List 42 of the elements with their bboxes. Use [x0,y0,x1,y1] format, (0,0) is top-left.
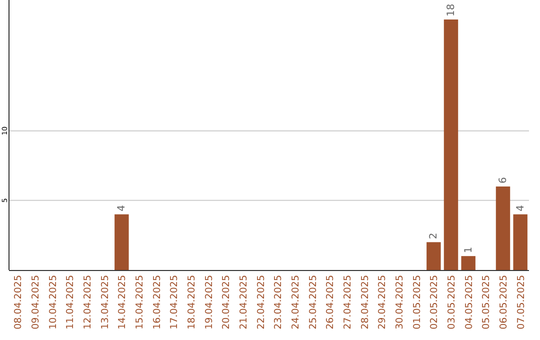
data-label: 4 [515,204,526,212]
x-tick-label: 20.04.2025 [221,275,232,330]
x-tick-label: 13.04.2025 [100,275,111,330]
x-tick-label: 02.05.2025 [429,275,440,330]
bar [461,256,476,270]
x-tick-label: 30.04.2025 [394,275,406,330]
data-label: 4 [116,204,128,212]
x-tick-label: 16.04.2025 [152,275,163,330]
data-label: 2 [428,232,440,240]
x-tick-label: 07.05.2025 [516,275,527,330]
data-label: 18 [446,4,457,16]
x-tick-label: 03.05.2025 [446,275,458,330]
x-tick-label: 17.04.2025 [169,275,180,330]
x-tick-label: 28.04.2025 [360,275,371,330]
bar [496,186,510,270]
x-tick-label: 14.04.2025 [117,275,128,330]
bar [426,242,441,270]
x-tick-label: 09.04.2025 [30,275,42,330]
bar [513,214,528,270]
x-tick-label: 12.04.2025 [82,275,94,330]
x-tick-label: 15.04.2025 [134,275,146,330]
x-tick-label: 11.04.2025 [65,275,76,330]
data-label: 6 [498,177,509,184]
x-tick-label: 19.04.2025 [204,275,215,330]
x-tick-label: 06.05.2025 [498,275,510,330]
x-tick-label: 18.04.2025 [186,275,198,330]
x-tick-label: 01.05.2025 [412,275,423,330]
x-tick-label: 29.04.2025 [377,275,388,330]
x-tick-label: 08.04.2025 [13,275,24,330]
x-tick-label: 10.04.2025 [48,275,59,330]
x-tick-label: 21.04.2025 [238,275,250,330]
x-tick-label: 22.04.2025 [256,275,267,330]
x-tick-label: 24.04.2025 [290,275,302,330]
bar [114,214,129,270]
x-tick-label: 26.04.2025 [325,275,336,330]
x-tick-label: 23.04.2025 [273,275,284,330]
bar [444,19,458,270]
x-tick-label: 04.05.2025 [464,275,475,330]
data-label: 1 [463,246,474,254]
x-tick-label: 05.05.2025 [481,275,492,330]
x-tick-label: 27.04.2025 [342,275,354,330]
x-tick-label: 25.04.2025 [308,275,319,330]
